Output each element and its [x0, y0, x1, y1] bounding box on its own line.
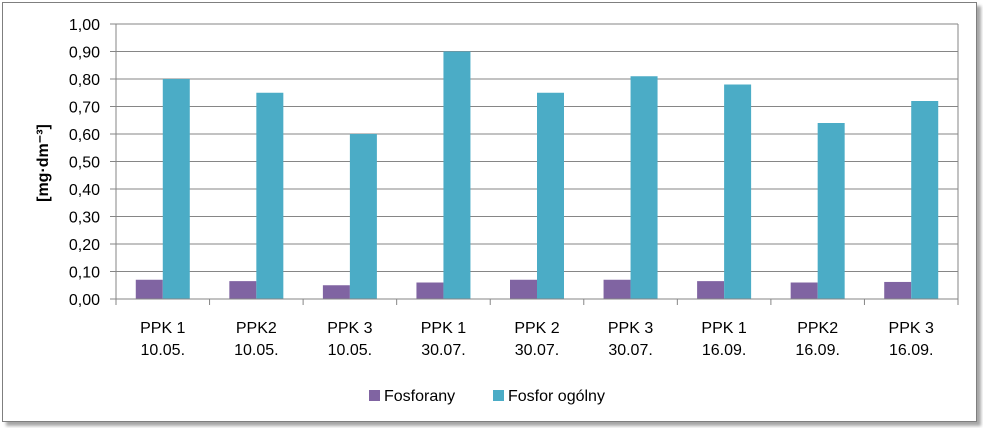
x-tick-label: PPK 1: [421, 320, 466, 337]
x-tick-label: PPK 3: [889, 320, 934, 337]
legend-swatch: [369, 390, 380, 401]
bar-fosfor-ogolny: [630, 76, 658, 299]
legend-label: Fosforany: [384, 388, 455, 405]
y-tick-label: 0,10: [69, 265, 100, 282]
bar-fosfor-ogolny: [349, 134, 377, 299]
bar-fosforany: [790, 282, 818, 299]
bar-fosforany: [322, 285, 350, 299]
y-tick-label: 0,70: [69, 100, 100, 117]
x-tick-label: 16.09.: [889, 342, 933, 359]
x-tick-label: 30.07.: [608, 342, 652, 359]
x-tick-label: 16.09.: [702, 342, 746, 359]
bar-fosfor-ogolny: [162, 79, 190, 299]
x-tick-label: PPK 1: [140, 320, 185, 337]
x-tick-label: 30.07.: [515, 342, 559, 359]
bar-fosforany: [416, 282, 444, 299]
x-tick-labels: PPK 1 10.05. PPK2 10.05. PPK 3 10.05. PPK 1 30.…: [140, 320, 934, 359]
y-tick-label: 0,40: [69, 182, 100, 199]
bar-fosforany: [510, 279, 537, 299]
x-tick-label: PPK2: [797, 320, 838, 337]
bar-fosfor-ogolny: [817, 123, 845, 299]
x-tick-label: PPK 3: [327, 320, 372, 337]
y-tick-labels: 0,00 0,10 0,20 0,30 0,40 0,50 0,60 0,70 0,80 0,90…: [69, 17, 100, 309]
x-tick-label: 16.09.: [795, 342, 839, 359]
bar-fosfor-ogolny: [724, 84, 752, 299]
bar-fosfor-ogolny: [256, 92, 284, 299]
y-tick-label: 0,90: [69, 45, 100, 62]
y-tick-label: 0,20: [69, 237, 100, 254]
bar-fosfor-ogolny: [443, 51, 471, 299]
y-tick-label: 1,00: [69, 17, 100, 34]
bars: [135, 51, 939, 299]
x-tick-label: 10.05.: [234, 342, 278, 359]
x-tick-label: 10.05.: [141, 342, 185, 359]
bar-fosforany: [229, 281, 257, 299]
legend-swatch: [493, 390, 504, 401]
bar-fosforany: [697, 281, 725, 299]
bar-fosfor-ogolny: [911, 101, 939, 299]
bar-fosforany: [135, 279, 163, 299]
legend-label: Fosfor ogólny: [508, 388, 605, 405]
x-tick-label: PPK 3: [608, 320, 653, 337]
x-tick-label: 10.05.: [328, 342, 372, 359]
y-tick-label: 0,00: [69, 292, 100, 309]
x-tick-label: 30.07.: [421, 342, 465, 359]
y-tick-label: 0,30: [69, 210, 100, 227]
bar-fosfor-ogolny: [537, 92, 564, 299]
x-tick-label: PPK 2: [514, 320, 559, 337]
y-tick-label: 0,50: [69, 155, 100, 172]
x-tick-label: PPK 1: [701, 320, 746, 337]
legend: Fosforany Fosfor ogólny: [369, 388, 605, 405]
y-tick-label: 0,60: [69, 127, 100, 144]
y-tick-label: 0,80: [69, 72, 100, 89]
bar-fosforany: [884, 281, 912, 299]
axes: [110, 23, 959, 305]
bar-fosforany: [603, 279, 631, 299]
y-axis-label: [mg·dm⁻³]: [35, 124, 52, 202]
x-tick-label: PPK2: [236, 320, 277, 337]
